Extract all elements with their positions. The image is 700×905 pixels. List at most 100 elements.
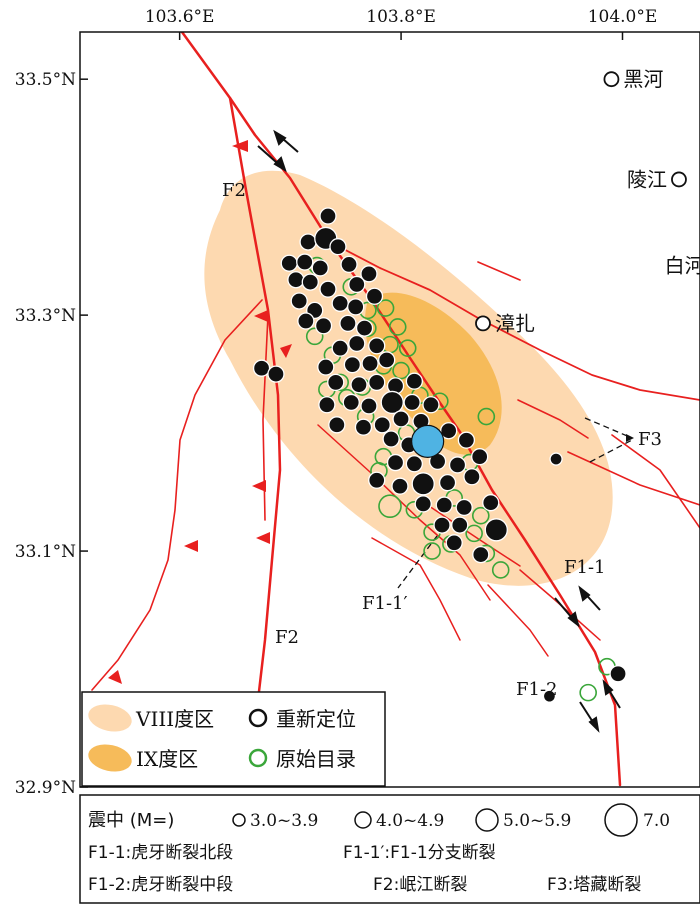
fault-f3-a [517,399,589,439]
f1-1p-pointer [397,527,444,589]
fault-f1-branch-short [477,261,521,281]
label-f1-1p: F1-1′ [362,593,408,614]
thrust-markers [108,140,292,684]
legend-original-label: 原始目录 [276,747,356,771]
town-label: 黑河 [623,67,663,91]
relocated-event [457,431,476,449]
fault-f1-1p-c [419,499,521,567]
fault-f1-branch-east [329,241,700,401]
relocated-event [438,473,457,492]
relocated-event [378,351,396,369]
fault-f2 [228,96,282,702]
relocated-event [440,422,458,440]
fault-small-b [487,584,549,657]
label-f2-bottom: F2 [275,627,299,648]
relocated-event [549,452,563,466]
fault-f3-c [611,434,700,529]
relocated-event [609,665,627,683]
original-event [305,327,324,346]
mainshock [411,424,445,458]
relocated-event [373,416,391,434]
relocated-event [355,319,374,337]
slip-arrow [257,145,287,173]
label-f1-2: F1-2 [516,679,557,700]
relocated-event [451,516,469,534]
town-label: 陵江 [627,167,667,191]
strike-slip-arrows [257,129,621,733]
relocated-event [472,545,490,564]
relocated-event [403,393,421,412]
relocated-event [267,365,285,383]
relocated-event [411,472,435,496]
relocated-event [463,468,481,486]
relocated-event [405,372,424,390]
relocated-event [299,233,317,251]
desc-f3: F3:塔藏断裂 [547,875,641,895]
mag-symbol-4 [354,811,372,829]
legend-original-symbol [248,748,268,768]
relocated-event [368,471,386,489]
relocated-event [361,354,379,373]
desc-f2: F2:岷江断裂 [373,875,467,895]
fault-small-a [519,569,601,641]
relocated-event [328,416,346,434]
relocated-event [382,430,400,448]
relocated-event [471,448,489,466]
fault-f1-1p-b [371,537,461,641]
relocated-event [433,516,451,534]
slip-arrow [578,585,601,611]
town-label: 漳扎 [495,311,535,335]
f3-pointer-arrowhead [626,434,634,442]
legend-viii-swatch [88,704,132,732]
original-event [378,494,402,519]
town-marker [603,71,620,88]
label-f1-1: F1-1 [564,557,605,578]
thrust-triangle [280,344,292,358]
relocated-event [331,294,349,312]
relocated-event [340,255,358,274]
relocated-event [319,280,337,298]
original-event [423,542,441,560]
label-f3: F3 [638,429,662,450]
original-event [376,299,395,317]
original-event [491,561,510,579]
legend-ix-label: IX度区 [136,747,198,771]
desc-f1-2: F1-2:虎牙断裂中段 [88,875,233,895]
relocated-event [392,410,410,428]
lat-tick-label: 33.3°N [15,306,76,326]
relocated-event [482,494,500,512]
slip-arrow [579,701,600,733]
legend-viii-label: VIII度区 [135,707,214,731]
relocated-event [318,396,336,414]
thrust-triangle [108,670,122,684]
mag-symbol-5 [475,808,499,832]
map-legend: VIII度区 IX度区 重新定位 原始目录 [81,691,386,787]
ix-intensity-zone [364,292,502,455]
mag-label-7: 7.0 [643,811,670,831]
legend-relocated-label: 重新定位 [276,707,356,731]
magnitude-title: 震中 (M=) [88,810,174,831]
original-event [392,361,410,380]
desc-f1-1p: F1-1′:F1-1分支断裂 [343,843,496,863]
legend-relocated-symbol [248,708,268,728]
relocated-event [350,376,368,394]
relocated-event [391,477,409,495]
map-frame [79,31,700,788]
relocated-event [360,397,378,415]
relocated-event [343,356,362,374]
thrust-triangle [254,310,268,322]
relocated-event [368,337,386,355]
original-event [465,524,483,543]
lat-tick-label: 33.1°N [15,542,76,562]
relocated-event [280,254,298,272]
relocated-event [445,534,463,552]
lat-tick-label: 33.5°N [15,70,76,90]
lon-tick-label: 104.0°E [588,7,658,27]
desc-f1-1: F1-1:虎牙断裂北段 [88,843,233,863]
relocated-event [414,495,432,513]
relocated-event [484,518,508,542]
relocated-event [297,312,315,330]
label-f2-top: F2 [222,180,246,201]
